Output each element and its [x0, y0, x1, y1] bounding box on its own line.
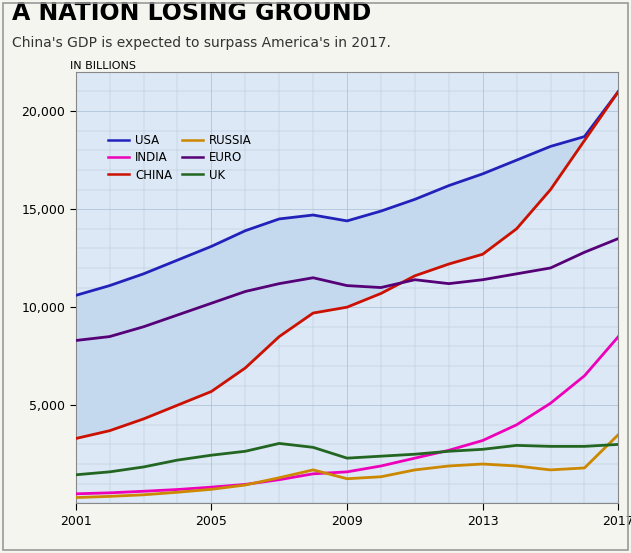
Legend: USA, INDIA, CHINA, RUSSIA, EURO, UK: USA, INDIA, CHINA, RUSSIA, EURO, UK — [103, 129, 256, 186]
Text: IN BILLIONS: IN BILLIONS — [70, 61, 136, 71]
Text: A NATION LOSING GROUND: A NATION LOSING GROUND — [13, 1, 372, 25]
Text: China's GDP is expected to surpass America's in 2017.: China's GDP is expected to surpass Ameri… — [13, 36, 391, 50]
